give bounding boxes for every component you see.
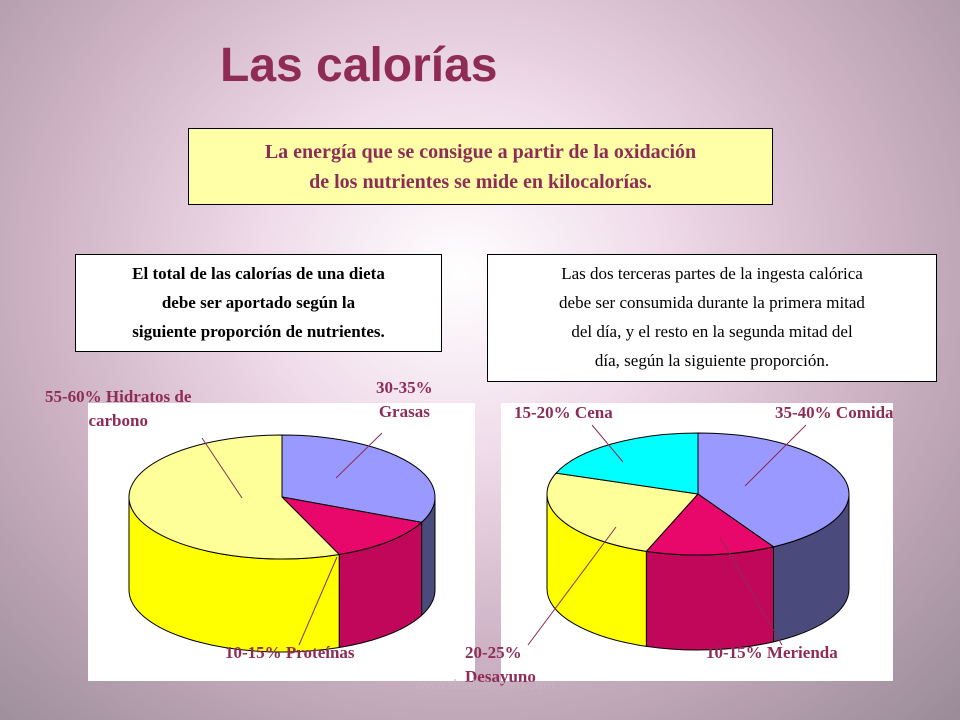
label-carbs-line-2: carbono (88, 411, 148, 430)
label-dinner: 15-20% Cena (514, 403, 613, 422)
nutrients-pie-slice-1 (280, 496, 423, 556)
label-breakfast-line-1: 20-25% (465, 643, 522, 662)
label-snack: 10-15% Merienda (706, 643, 838, 662)
definition-line-1: La energía que se consigue a partir de l… (264, 141, 697, 163)
label-fats: 30-35% Grasas (376, 376, 433, 424)
nutrients-pie-slice-0 (281, 434, 436, 523)
nutrients-note-line-3: siguiente proporción de nutrientes. (132, 322, 385, 341)
meals-note-line-3: del día, y el resto en la segunda mitad … (571, 322, 853, 341)
meals-pie-svg (546, 432, 850, 651)
nutrients-pie-svg (128, 434, 436, 653)
label-fats-line-2: Grasas (378, 402, 430, 421)
meals-note-box: Las dos terceras partes de la ingesta ca… (487, 254, 937, 382)
nutrients-note-line-2: debe ser aportado según la (161, 293, 356, 312)
nutrients-note-box: El total de las calorías de una dieta de… (75, 254, 442, 352)
label-carbs: 55-60% Hidratos de carbono (45, 385, 191, 433)
meals-pie-chart (501, 403, 893, 681)
definition-line-2: de los nutrientes se mide en kilocaloría… (309, 171, 652, 193)
nutrients-note-line-1: El total de las calorías de una dieta (132, 264, 385, 283)
label-lunch: 35-40% Comida (775, 403, 894, 422)
definition-box: La energía que se consigue a partir de l… (188, 128, 773, 205)
meals-note-line-4: día, según la siguiente proporción. (594, 351, 830, 370)
watermark: www.dealbaycom.com (415, 676, 555, 692)
slide-title: Las calorías (220, 39, 498, 92)
meals-pie-side-1 (645, 546, 774, 651)
meals-note-line-1: Las dos terceras partes de la ingesta ca… (561, 264, 863, 283)
label-breakfast-line-2: Desayuno (465, 667, 536, 686)
meals-note-line-2: debe ser consumida durante la primera mi… (559, 293, 865, 312)
label-fats-line-1: 30-35% (376, 378, 433, 397)
label-breakfast: 20-25% Desayuno (465, 641, 536, 689)
nutrients-pie-chart (88, 403, 475, 681)
label-protein: 10-15% Proteínas (225, 643, 355, 662)
label-carbs-line-1: 55-60% Hidratos de (45, 387, 192, 406)
